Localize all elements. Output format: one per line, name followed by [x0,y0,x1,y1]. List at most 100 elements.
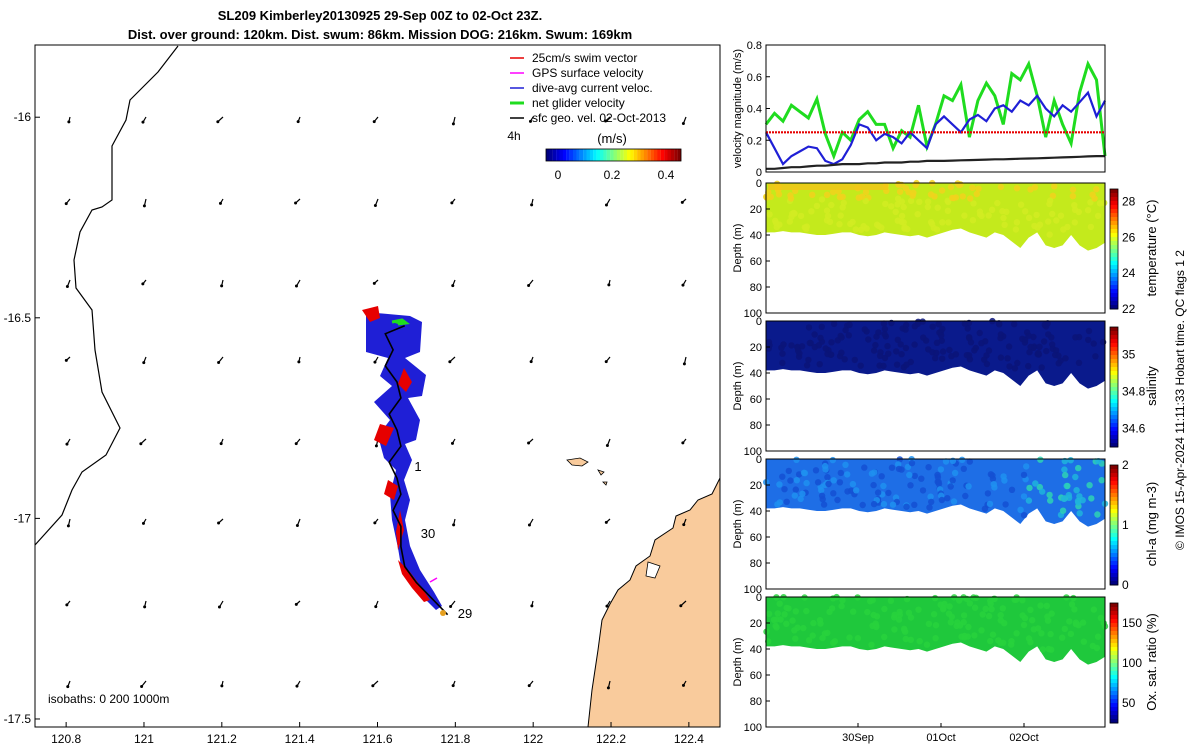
profile-sample [1067,630,1075,638]
profile-sample [880,362,887,370]
profile-sample [985,612,993,620]
profile-colorbar-cell [1110,411,1118,416]
profile-colorbar-cell [1110,671,1118,676]
profile-sample [1066,618,1073,625]
profile-sample [911,501,918,508]
map-x-tick-label: 121.6 [362,732,392,746]
time-x-tick-label: 01Oct [926,732,955,744]
profile-colorbar-cell [1110,683,1118,688]
profile-sample [978,340,985,347]
sfc-geo-arrowhead [529,360,533,364]
profile-colorbar-tick-label: 150 [1122,616,1142,630]
profile-colorbar-cell [1110,545,1118,550]
profile-colorbar-cell [1110,281,1118,286]
profile-sample [791,492,798,499]
profile-sample [1087,223,1095,231]
profile-colorbar-cell [1110,501,1118,506]
profile-sample [1011,596,1018,603]
profile-sample [1052,351,1059,359]
profile-sample [1017,201,1025,208]
sfc-geo-arrowhead [142,204,146,208]
profile-sample [988,606,995,613]
island [602,481,608,486]
profile-colorbar-cell [1110,627,1118,632]
profile-sample [997,183,1005,191]
profile-sample [906,471,913,479]
profile-sample [1059,507,1067,514]
profile-sample [916,198,923,205]
profile-sample [765,189,772,196]
profile-sample [942,458,950,465]
profile-colorbar-cell [1110,569,1118,574]
profile-sample [999,208,1006,215]
profile-sample [944,207,952,214]
profile-sample [880,482,887,490]
sfc-geo-arrowhead [294,284,298,288]
profile-sample [946,603,953,610]
profile-colorbar-cell [1110,485,1118,490]
profile-sample [962,492,969,500]
legend-item: sfc geo. vel. 02-Oct-2013 [532,111,666,125]
profile-sample [1062,355,1069,362]
colorbar-cell [552,149,557,161]
profile-colorbar-cell [1110,695,1118,700]
profile-sample [851,356,858,364]
profile-sample [1084,207,1092,214]
profile-sample [938,187,946,194]
profile-sample [776,481,783,488]
profile-sample [932,622,940,629]
profile-sample [1059,634,1066,641]
profile-sample [805,637,813,644]
profile-sample [881,605,888,613]
profile-sample [841,356,848,363]
colorbar-cell [556,149,560,161]
profile-sample [1073,487,1080,494]
colorbar-cell [667,149,671,161]
profile-sample [923,641,931,648]
profile-y-tick-label: 40 [750,230,762,242]
velocity-y-tick-label: 0.4 [747,104,762,116]
colorbar-cell [637,149,641,161]
profile-sample [1044,320,1051,327]
map-y-tick-label: -17 [14,511,32,525]
profile-sample [878,473,885,480]
profile-colorbar-cell [1110,561,1118,566]
colorbar-cell [579,149,584,161]
profile-sample [1005,343,1013,350]
track-label: 1 [414,459,421,474]
profile-colorbar-cell [1110,473,1118,478]
sfc-geo-arrowhead [681,122,685,126]
profile-sample [865,336,872,343]
profile-sample [847,220,854,228]
colorbar-cell [627,149,631,161]
figure-title-line1: SL209 Kimberley20130925 29-Sep 00Z to 02… [217,8,543,23]
profile-sample [987,471,995,478]
profile-sample [1094,212,1102,220]
profile-sample [1020,621,1028,629]
profile-sample [939,348,947,355]
profile-colorbar-cell [1110,253,1118,258]
profile-sample [826,608,833,616]
profile-sample [837,212,844,219]
colorbar-cell [562,149,567,161]
profile-sample [842,461,849,468]
sfc-geo-arrowhead [373,204,377,208]
warm-surface-layer [768,184,888,190]
profile-sample [964,325,971,332]
profile-sample [997,612,1004,619]
profile-colorbar-cell [1110,331,1118,336]
profile-fill [766,183,1105,251]
glider-track [384,325,449,616]
profile-sample [1025,362,1032,370]
profile-sample [872,341,879,349]
sfc-geo-arrowhead [67,120,71,124]
profile-sample [776,499,783,506]
profile-sample [911,341,918,348]
profile-sample [869,597,876,604]
profile-colorbar-cell [1110,699,1118,704]
profile-colorbar-cell [1110,285,1118,290]
profile-sample [914,211,921,218]
sfc-geo-arrowhead [139,442,143,446]
sfc-geo-arrowhead [66,685,70,689]
